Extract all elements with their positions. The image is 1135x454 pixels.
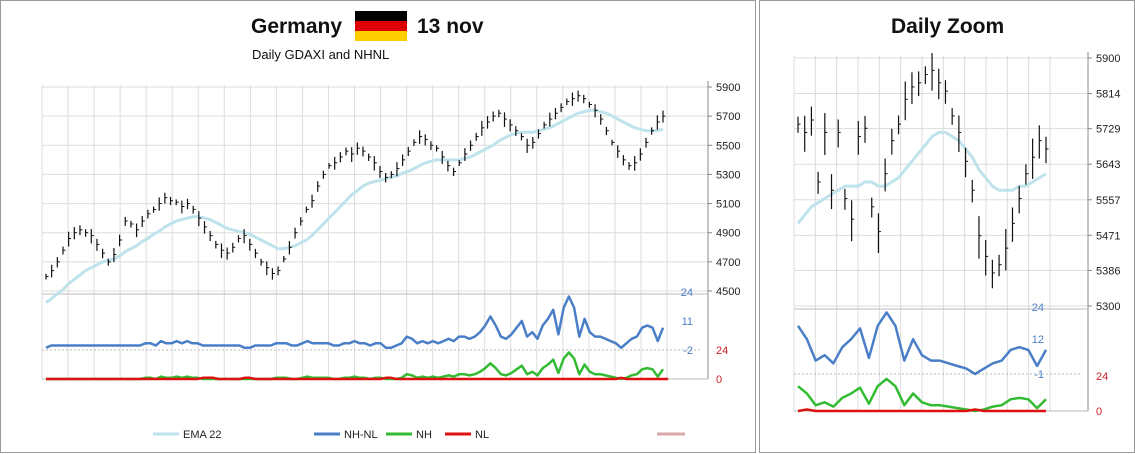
legend-nh-label: NH [416, 429, 432, 441]
price-tick-label: 5300 [1096, 301, 1120, 313]
price-tick-label: 5100 [716, 199, 740, 211]
nh-tick-label: 0 [716, 374, 722, 386]
price-tick-label: 5643 [1096, 159, 1120, 171]
nh-line [797, 377, 1047, 413]
price-tick-label: 4500 [716, 286, 740, 298]
nh-tick-label: 0 [1096, 406, 1102, 418]
zoom-title: Daily Zoom [891, 15, 1005, 38]
zoom-chart-svg: 5900 5814 5729 5643 5557 5471 5386 5300 24 12 -1 24… [793, 52, 1120, 418]
nl-line [797, 408, 1046, 413]
nhnl-tick-label: 24 [681, 287, 693, 299]
price-tick-label: 5900 [1096, 53, 1120, 65]
price-tick-label: 4700 [716, 257, 740, 269]
zoom-chart-panel: Daily Zoom 5900 5814 5729 5643 5557 5471 5386 5… [759, 0, 1135, 453]
nl-line [46, 376, 669, 381]
nh-nl-line [45, 295, 665, 350]
price-tick-label: 5729 [1096, 124, 1120, 136]
price-tick-label: 5471 [1096, 230, 1120, 242]
nh-tick-label: 24 [716, 345, 728, 357]
legend-nl-label: NL [475, 429, 489, 441]
chart-subtitle: Daily GDAXI and NHNL [252, 47, 390, 62]
price-tick-label: 5500 [716, 140, 740, 152]
price-tick-label: 4900 [716, 228, 740, 240]
nhnl-tick-label: 11 [682, 316, 693, 328]
nhnl-tick-label: -1 [1034, 369, 1044, 381]
germany-flag-icon [355, 11, 407, 41]
ema-22-line [45, 108, 664, 304]
nhnl-tick-label: -2 [683, 345, 693, 357]
nhnl-tick-label: 12 [1032, 334, 1044, 346]
price-tick-label: 5900 [716, 82, 740, 94]
legend-ema-label: EMA 22 [183, 429, 222, 441]
legend-nhnl-label: NH-NL [344, 429, 378, 441]
chart-title: Germany [251, 15, 343, 38]
nh-nl-line [796, 311, 1048, 376]
price-tick-label: 5814 [1096, 89, 1120, 101]
ema-22-line [796, 130, 1047, 225]
price-tick-label: 5300 [716, 169, 740, 181]
chart-date: 13 nov [417, 15, 484, 38]
nhnl-tick-label: 24 [1032, 302, 1044, 314]
main-chart-panel: Germany 13 nov Daily GDAXI and NHNL 5900… [0, 0, 756, 453]
main-chart-svg: 5900 5700 5500 5300 5100 4900 4700 4500 24 11 -2 24… [41, 81, 740, 441]
price-tick-label: 5557 [1096, 195, 1120, 207]
price-tick-label: 5700 [716, 111, 740, 123]
price-tick-label: 5386 [1096, 265, 1120, 277]
nh-tick-label: 24 [1096, 371, 1108, 383]
